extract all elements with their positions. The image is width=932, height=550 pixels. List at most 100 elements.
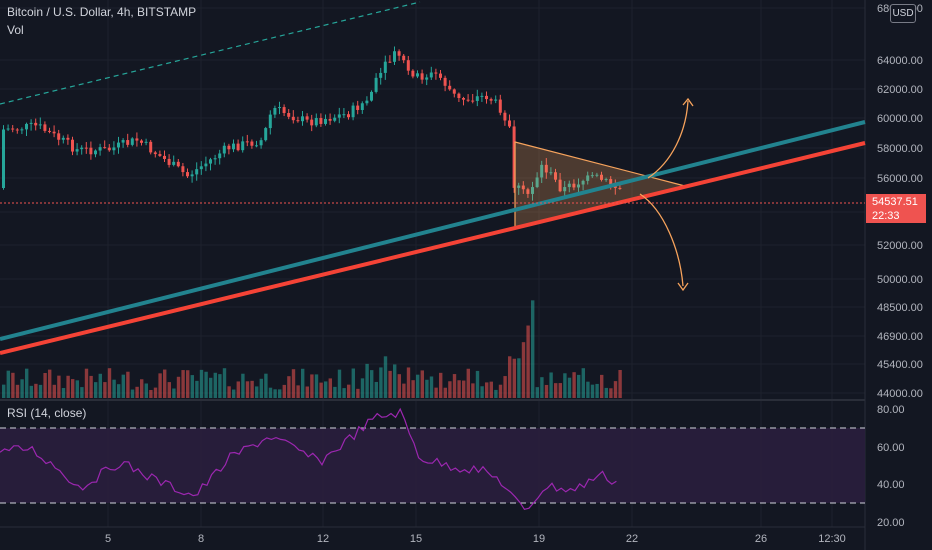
volume-bar: [544, 384, 549, 398]
volume-bar: [402, 383, 406, 398]
volume-bar: [186, 370, 190, 398]
volume-bar: [521, 342, 526, 398]
volume-bar: [89, 375, 93, 398]
volume-bar: [554, 383, 558, 398]
candle-body: [190, 174, 194, 177]
volume-bar: [209, 377, 213, 398]
candle-body: [11, 128, 15, 130]
candle-body: [273, 108, 277, 115]
volume-bar: [604, 387, 608, 398]
candle-body: [186, 172, 189, 177]
symbol-title: Bitcoin / U.S. Dollar, 4h, BITSTAMP: [7, 5, 197, 19]
candle-body: [287, 113, 291, 117]
volume-bar: [342, 388, 346, 398]
candle-body: [540, 164, 544, 178]
time-tick-label: 12: [317, 533, 329, 545]
candle-body: [149, 141, 153, 153]
candle-body: [84, 147, 88, 149]
volume-bar: [411, 380, 415, 398]
candle-body: [498, 99, 502, 113]
rsi-title: RSI (14, close): [7, 406, 87, 420]
candle-body: [342, 114, 346, 116]
volume-bar: [549, 372, 553, 398]
candle-body: [222, 145, 226, 154]
rsi-tick-label: 60.00: [877, 442, 905, 454]
candle-body: [291, 116, 295, 121]
support-line-red[interactable]: [0, 141, 866, 355]
volume-bar: [567, 377, 572, 398]
candle-body: [406, 60, 410, 71]
volume-bar: [517, 358, 521, 398]
candle-body: [526, 189, 530, 194]
volume-bar: [480, 386, 484, 398]
volume-bar: [176, 376, 181, 398]
candle-body: [89, 147, 93, 155]
trend-line-teal[interactable]: [0, 120, 866, 341]
volume-bar: [52, 384, 56, 398]
candle-body: [452, 89, 456, 94]
candle-body: [397, 51, 401, 56]
candle-body: [508, 120, 511, 127]
candle-body: [535, 177, 539, 188]
volume-bar: [314, 374, 319, 398]
volume-bar: [374, 381, 378, 398]
volume-bar: [94, 382, 98, 398]
currency-badge[interactable]: USD: [890, 4, 916, 23]
volume-bar: [259, 378, 263, 398]
candle-body: [586, 175, 590, 181]
volume-bar: [61, 388, 66, 398]
candle-body: [356, 105, 360, 111]
upper-channel-line[interactable]: [0, 1, 421, 105]
breakout-up-arrow[interactable]: [647, 100, 689, 179]
price-tick-label: 62000.00: [877, 84, 923, 96]
volume-bar: [66, 375, 70, 398]
candle-body: [259, 140, 263, 146]
rsi-tick-label: 40.00: [877, 479, 905, 491]
candlesticks: [2, 46, 622, 201]
volume-bar: [379, 367, 383, 398]
candle-body: [236, 143, 240, 151]
volume-bar: [577, 374, 581, 398]
volume-bar: [301, 368, 305, 398]
candle-body: [604, 179, 608, 181]
volume-bar: [29, 385, 33, 398]
candle-body: [75, 149, 79, 152]
candle-body: [2, 129, 5, 188]
time-tick-label: 5: [105, 533, 111, 545]
breakdown-down-arrow[interactable]: [639, 193, 684, 287]
candle-body: [347, 114, 350, 118]
time-tick-label: 26: [755, 533, 767, 545]
time-axis[interactable]: 5 8 12 15 19 22 26 12:30: [105, 533, 846, 545]
volume-bar: [360, 378, 365, 398]
rsi-axis[interactable]: 80.00 60.00 40.00 20.00: [877, 404, 905, 529]
candle-body: [6, 128, 10, 130]
price-tick-label: 60000.00: [877, 113, 923, 125]
arrow-up-head-icon: [682, 97, 694, 107]
volume-bar: [425, 379, 429, 398]
candle-body: [144, 141, 148, 143]
volume-bar: [130, 389, 135, 398]
candle-body: [121, 140, 125, 143]
volume-bar: [34, 383, 38, 398]
volume-bar: [273, 389, 277, 398]
volume-bar: [609, 388, 613, 398]
volume-bar: [232, 389, 236, 398]
candle-body: [448, 85, 452, 90]
volume-bar: [222, 368, 227, 398]
candle-body: [130, 138, 134, 145]
candle-body: [250, 141, 254, 146]
volume-bar: [287, 376, 291, 398]
candle-body: [429, 72, 433, 78]
price-tick-label: 64000.00: [877, 55, 923, 67]
volume-bar: [351, 368, 355, 398]
candle-body: [480, 95, 484, 97]
volume-bar: [494, 389, 498, 398]
volume-bar: [600, 374, 604, 398]
candle-body: [558, 179, 562, 192]
candle-body: [618, 187, 622, 189]
candle-body: [517, 185, 521, 188]
volume-bar: [163, 369, 167, 398]
volume-bar: [590, 384, 595, 398]
candle-body: [388, 61, 392, 63]
